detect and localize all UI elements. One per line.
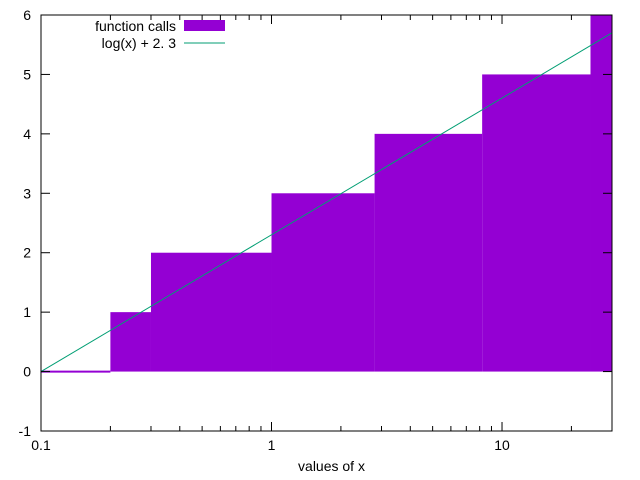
y-tick-label-3: 2 [23, 245, 31, 261]
legend-label-0: function calls [95, 18, 176, 34]
y-tick-label-1: 0 [23, 364, 31, 380]
y-tick-label-5: 4 [23, 126, 31, 142]
step-bar-5 [482, 74, 591, 372]
y-tick-label-6: 5 [23, 66, 31, 82]
legend-swatch-0 [184, 20, 225, 31]
step-bar-6 [590, 15, 612, 372]
plot-frame [40, 14, 613, 432]
step-bar-4 [374, 133, 483, 372]
x-tick-label-0: 0.1 [31, 437, 51, 453]
step-bar-3 [271, 193, 375, 372]
ticks-layer: 0.1 1 10 -1 0 1 2 3 4 5 6 [19, 7, 612, 453]
x-tick-label-2: 10 [494, 437, 510, 453]
y-tick-label-0: -1 [19, 423, 32, 439]
step-bar-2 [150, 252, 272, 372]
series-line-log [40, 32, 613, 373]
step-bar-1 [110, 312, 151, 372]
y-tick-label-4: 3 [23, 185, 31, 201]
plot-area [40, 15, 613, 373]
y-tick-label-2: 1 [23, 304, 31, 320]
legend-label-1: log(x) + 2. 3 [102, 35, 177, 51]
y-tick-label-7: 6 [23, 7, 31, 23]
x-axis-label: values of x [298, 458, 365, 474]
x-tick-label-1: 1 [268, 437, 276, 453]
